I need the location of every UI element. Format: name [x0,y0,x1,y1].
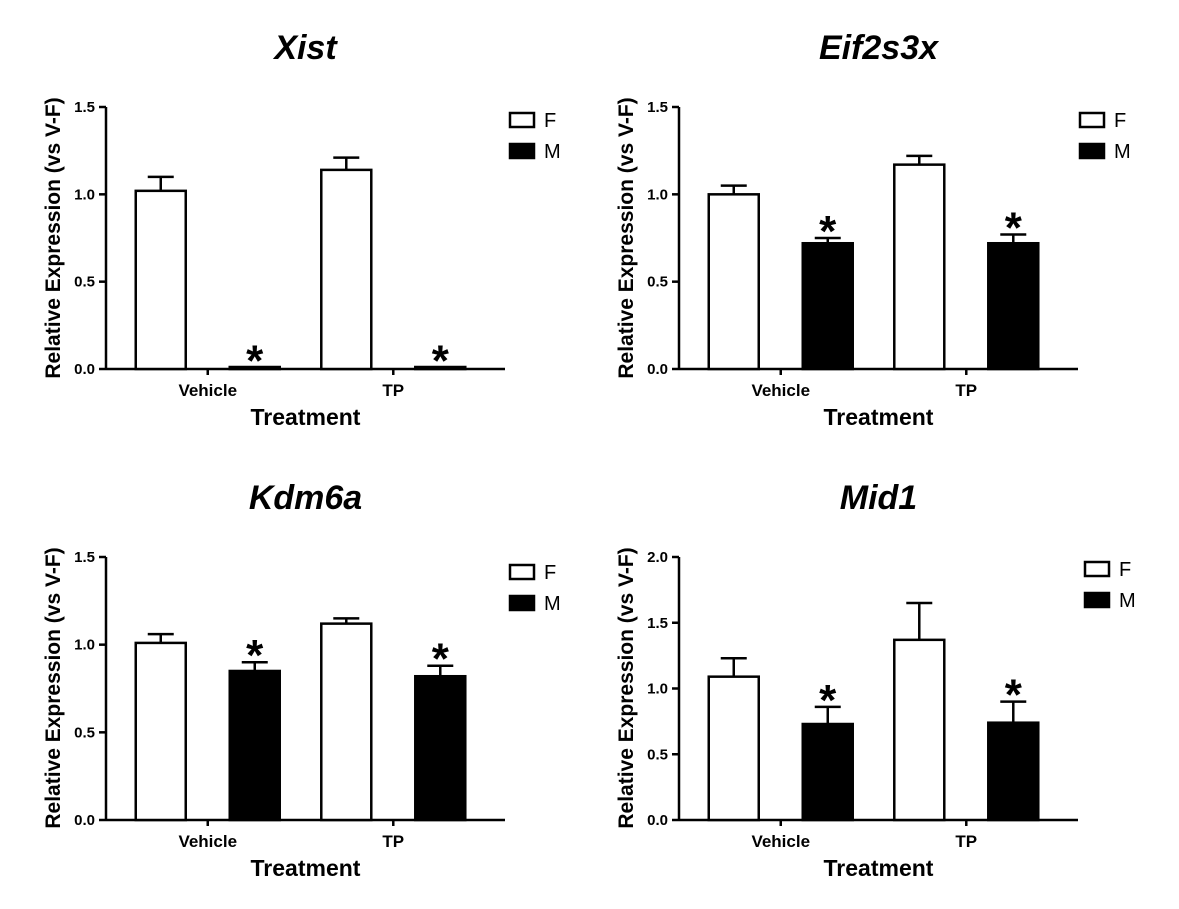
y-tick-label: 0.5 [74,724,95,741]
y-tick-label: 1.5 [647,615,668,632]
legend-label-m: M [1114,141,1131,163]
y-tick-label: 1.0 [647,681,668,698]
error-bar [333,156,360,170]
y-tick-label: 1.5 [74,99,95,116]
bar-f-vehicle [134,189,187,371]
legend-swatch-m [508,594,536,612]
x-axis-label: Treatment [251,404,361,430]
x-axis-label: Treatment [824,855,934,881]
error-bar [241,660,268,671]
y-tick-label: 0.0 [74,812,95,829]
y-axis-label: Relative Expression (vs V-F) [42,97,65,378]
legend-label-m: M [544,593,561,615]
error-bar [906,154,933,165]
y-tick-label: 1.5 [647,99,668,116]
bar-f-vehicle [707,675,760,822]
significance-marker: * [819,676,837,725]
bar-f-vehicle [134,641,187,822]
y-tick-label: 2.0 [647,549,668,566]
x-tick-label: Vehicle [178,832,237,851]
chart-panel-3: Kdm6a 0.0 0.5 1.0 1.5 Relative Expression (vs… [42,479,561,881]
significance-marker: * [432,635,450,684]
significance-marker: * [1005,671,1023,720]
y-tick-label: 1.0 [74,186,95,203]
chart-title: Mid1 [840,479,917,517]
x-tick-label: TP [955,832,977,851]
significance-marker: * [1005,204,1023,253]
bar-m-vehicle [228,365,281,371]
bar-f-tp [893,163,946,371]
y-tick-label: 0.0 [647,361,668,378]
bar-m-tp [987,241,1040,371]
bar-f-tp [893,638,946,822]
y-axis-label: Relative Expression (vs V-F) [615,547,638,828]
x-tick-label: Vehicle [751,832,810,851]
bar-m-tp [987,721,1040,822]
bar-m-tp [414,674,467,822]
bar-m-vehicle [801,241,854,371]
legend-swatch-f [1078,111,1106,129]
chart-title: Eif2s3x [819,29,940,67]
bar-f-vehicle [707,193,760,371]
y-tick-label: 1.0 [647,186,668,203]
chart-title: Kdm6a [249,479,362,517]
error-bar [147,175,174,191]
legend-label-f: F [544,562,556,584]
y-axis-label: Relative Expression (vs V-F) [42,547,65,828]
legend-label-f: F [544,110,556,132]
chart-panel-1: Xist 0.0 0.5 1.0 1.5 Relative Expression (vs … [42,29,561,430]
chart-panel-2: Eif2s3x 0.0 0.5 1.0 1.5 Relative Expression (… [615,29,1131,430]
legend-swatch-f [508,563,536,581]
x-tick-label: TP [955,381,977,400]
error-bar [1000,700,1027,723]
y-tick-label: 1.0 [74,637,95,654]
error-bar [814,705,841,725]
legend-swatch-f [1083,560,1111,578]
y-tick-label: 0.5 [647,746,668,763]
error-bar [1000,233,1027,244]
legend-label-f: F [1119,559,1131,581]
y-tick-label: 0.0 [647,812,668,829]
legend-swatch-f [508,111,536,129]
x-tick-label: Vehicle [178,381,237,400]
x-axis-label: Treatment [251,855,361,881]
y-tick-label: 0.5 [647,274,668,291]
legend-swatch-m [508,142,536,160]
significance-marker: * [246,336,264,385]
legend-label-f: F [1114,110,1126,132]
significance-marker: * [819,207,837,256]
bar-m-tp [414,365,467,371]
x-tick-label: TP [382,381,404,400]
y-axis-label: Relative Expression (vs V-F) [615,97,638,378]
error-bar [427,664,454,677]
x-axis-label: Treatment [824,404,934,430]
bar-m-vehicle [801,722,854,822]
error-bar [906,601,933,640]
chart-panel-4: Mid1 0.0 0.5 1.0 1.5 2.0 Relative Expression (… [615,479,1136,881]
bar-f-tp [320,622,373,822]
bar-f-tp [320,168,373,371]
error-bar [720,184,747,195]
legend-label-m: M [1119,590,1136,612]
chart-title: Xist [272,29,338,67]
legend-swatch-m [1083,591,1111,609]
x-tick-label: TP [382,832,404,851]
significance-marker: * [432,336,450,385]
x-tick-label: Vehicle [751,381,810,400]
bar-m-vehicle [228,669,281,822]
y-tick-label: 0.5 [74,274,95,291]
error-bar [720,657,747,677]
y-tick-label: 1.5 [74,549,95,566]
y-tick-label: 0.0 [74,361,95,378]
significance-marker: * [246,631,264,680]
legend-label-m: M [544,141,561,163]
legend-swatch-m [1078,142,1106,160]
error-bar [147,632,174,643]
